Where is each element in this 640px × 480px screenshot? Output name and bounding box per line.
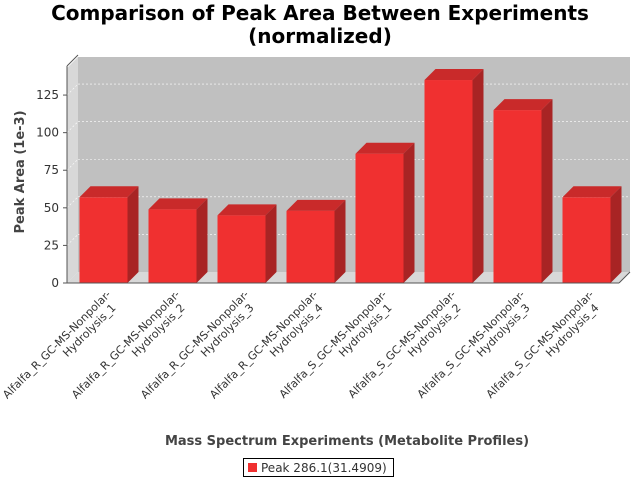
- legend: Peak 286.1(31.4909): [243, 458, 394, 477]
- chart-title-line-2: (normalized): [248, 24, 392, 48]
- bar: [493, 99, 553, 283]
- bar: [286, 199, 346, 283]
- bar-front: [79, 197, 128, 283]
- chart-title: Comparison of Peak Area Between Experime…: [0, 2, 640, 48]
- bar-side: [196, 198, 208, 283]
- bar-side: [541, 99, 553, 283]
- y-tick-label: 0: [51, 276, 59, 290]
- y-axis-label: Peak Area (1e-3): [13, 110, 28, 233]
- gridline-wall: [66, 159, 79, 171]
- bar-front: [286, 210, 335, 283]
- bar: [217, 204, 277, 283]
- left-wall: [67, 57, 78, 283]
- y-axis-edge: [66, 54, 79, 67]
- bar-top: [286, 199, 346, 211]
- y-tick-label: 100: [36, 126, 59, 140]
- floor: [67, 272, 630, 283]
- bar-front: [148, 209, 197, 283]
- bar: [424, 69, 484, 283]
- gridline-wall: [66, 121, 79, 133]
- x-axis-edge: [618, 271, 631, 284]
- gridline-wall: [66, 234, 79, 246]
- bar-front: [424, 80, 473, 283]
- bar-side: [127, 186, 139, 283]
- bar: [148, 198, 208, 283]
- bar-side: [472, 69, 484, 283]
- x-tick-label: Alfalfa_R_GC-MS-Nonpolar-Hydrolysis_1: [0, 288, 123, 411]
- legend-swatch: [248, 463, 257, 472]
- chart-title-line-1: Comparison of Peak Area Between Experime…: [51, 1, 589, 25]
- bar-top: [148, 198, 208, 210]
- bars: [79, 69, 622, 283]
- bar-top: [355, 142, 415, 154]
- bar-front: [217, 215, 266, 283]
- bar-top: [217, 204, 277, 216]
- bar-side: [334, 199, 346, 283]
- bar-side: [265, 204, 277, 283]
- bar-front: [562, 197, 611, 283]
- x-tick-label-line: Alfalfa_R_GC-MS-Nonpolar-: [0, 288, 113, 401]
- x-axis-label: Mass Spectrum Experiments (Metabolite Pr…: [165, 434, 529, 449]
- y-tick-label: 125: [36, 88, 59, 102]
- bar-side: [610, 186, 622, 283]
- bar: [562, 186, 622, 283]
- bar-top: [424, 69, 484, 81]
- gridline-wall: [66, 83, 79, 96]
- gridline-wall: [66, 196, 79, 209]
- y-tick-label: 50: [44, 201, 59, 215]
- legend-label: Peak 286.1(31.4909): [261, 460, 387, 475]
- bar-front: [493, 110, 542, 283]
- y-tick-label: 75: [44, 163, 59, 177]
- bar-side: [403, 142, 415, 283]
- bar: [355, 142, 415, 283]
- y-tick-label: 25: [44, 238, 59, 252]
- bar: [79, 186, 139, 283]
- bar-top: [562, 186, 622, 198]
- bar-top: [493, 99, 553, 111]
- bar-front: [355, 153, 404, 283]
- bar-top: [79, 186, 139, 198]
